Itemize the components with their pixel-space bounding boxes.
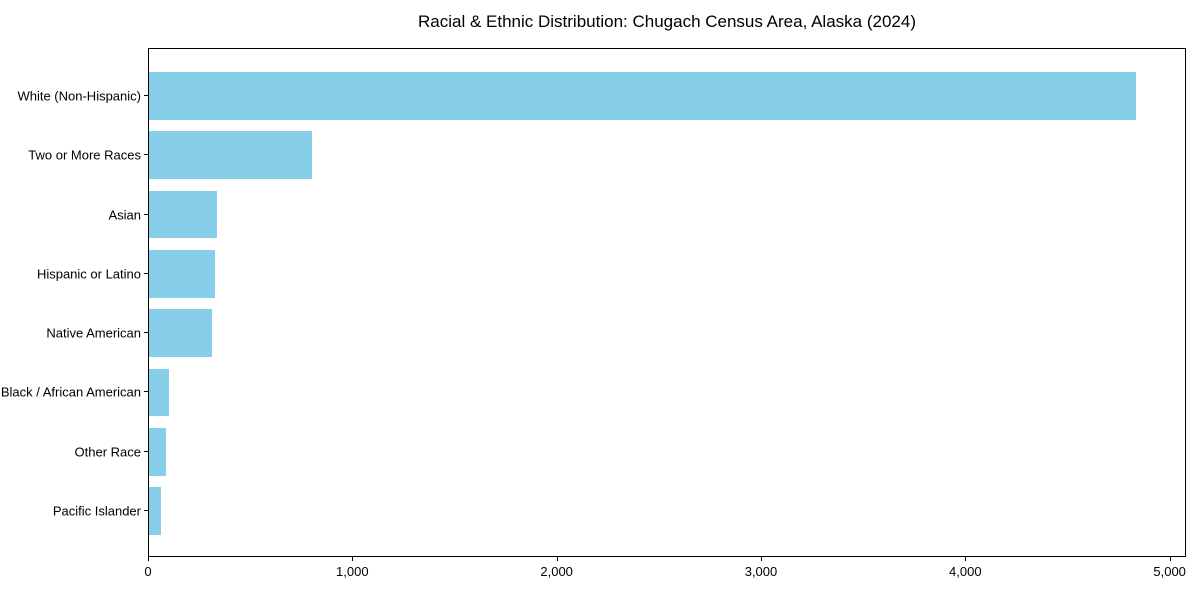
bar-pacific-islander (149, 487, 162, 535)
y-axis-label-two-or-more-races: Two or More Races (28, 147, 141, 163)
y-tick-mark (144, 332, 148, 334)
y-tick-mark (144, 272, 148, 274)
x-tick-label-5-000: 5,000 (1153, 564, 1186, 579)
x-tick-mark (760, 557, 762, 561)
y-tick-mark (144, 154, 148, 156)
plot-area (148, 48, 1186, 557)
y-axis-label-pacific-islander: Pacific Islander (52, 503, 141, 519)
y-axis-label-asian: Asian (108, 207, 141, 222)
y-axis-label-other-race: Other Race (74, 444, 141, 460)
bar-other-race (149, 428, 167, 476)
bar-native-american (149, 309, 213, 357)
y-tick-mark (144, 391, 148, 393)
x-tick-label-1-000: 1,000 (336, 564, 369, 579)
y-tick-mark (144, 450, 148, 452)
x-tick-mark (1169, 557, 1171, 561)
x-tick-label-4-000: 4,000 (949, 564, 982, 579)
y-tick-mark (144, 94, 148, 96)
bar-hispanic-or-latino (149, 250, 216, 298)
x-tick-label-2-000: 2,000 (540, 564, 573, 579)
bar-asian (149, 190, 218, 239)
y-axis-label-native-american: Native American (46, 325, 141, 341)
x-tick-label-3-000: 3,000 (744, 564, 778, 579)
x-tick-mark (556, 557, 558, 561)
y-tick-mark (144, 510, 148, 512)
y-tick-mark (144, 213, 148, 215)
chart-title: Racial & Ethnic Distribution: Chugach Ce… (418, 12, 916, 31)
bar-white-non-hispanic (149, 72, 1136, 120)
bar-black-african-american (149, 368, 170, 417)
x-tick-mark (965, 557, 967, 561)
x-tick-mark (148, 557, 149, 561)
y-axis-label-hispanic-or-latino: Hispanic or Latino (36, 266, 141, 282)
y-axis-label-white-non-hispanic: White (Non-Hispanic) (17, 88, 141, 104)
x-tick-label-0: 0 (144, 564, 152, 579)
bar-two-or-more-races (149, 131, 313, 179)
x-tick-mark (352, 557, 354, 561)
y-axis-label-black-african-american: Black / African American (0, 384, 141, 400)
